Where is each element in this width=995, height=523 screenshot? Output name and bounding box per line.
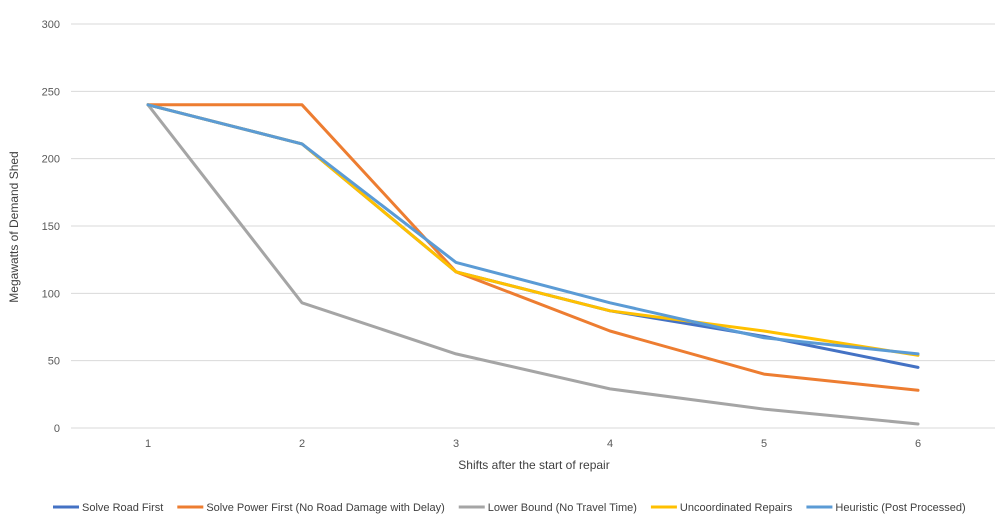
legend-label: Solve Power First (No Road Damage with D… bbox=[206, 502, 444, 514]
legend-item: Heuristic (Post Processed) bbox=[806, 502, 966, 514]
y-tick-label: 200 bbox=[42, 154, 60, 166]
legend-label: Heuristic (Post Processed) bbox=[835, 502, 965, 514]
legend-item: Solve Road First bbox=[53, 502, 163, 514]
x-tick-label: 4 bbox=[607, 438, 613, 450]
y-tick-label: 250 bbox=[42, 86, 60, 98]
x-tick-label: 1 bbox=[145, 438, 151, 450]
legend-item: Lower Bound (No Travel Time) bbox=[458, 502, 637, 514]
x-axis-title: Shifts after the start of repair bbox=[458, 458, 609, 472]
legend-label: Lower Bound (No Travel Time) bbox=[488, 502, 637, 514]
y-axis-ticks: 0 50 100 150 200 250 300 bbox=[42, 19, 60, 435]
x-tick-label: 2 bbox=[299, 438, 305, 450]
x-axis-ticks: 1 2 3 4 5 6 bbox=[145, 438, 921, 450]
y-axis-title: Megawatts of Demand Shed bbox=[7, 151, 21, 302]
x-tick-label: 3 bbox=[453, 438, 459, 450]
series-line-2 bbox=[146, 103, 920, 426]
series-line-0 bbox=[146, 103, 920, 369]
series-lines bbox=[146, 103, 920, 426]
legend-label: Solve Road First bbox=[82, 502, 163, 514]
legend-item: Solve Power First (No Road Damage with D… bbox=[177, 502, 445, 514]
y-tick-label: 50 bbox=[48, 356, 60, 368]
y-tick-label: 100 bbox=[42, 288, 60, 300]
series-line-3 bbox=[146, 103, 920, 357]
legend-label: Uncoordinated Repairs bbox=[680, 502, 793, 514]
y-tick-label: 150 bbox=[42, 221, 60, 233]
x-tick-label: 6 bbox=[915, 438, 921, 450]
legend-item: Uncoordinated Repairs bbox=[650, 502, 793, 514]
legend: Solve Road First Solve Power First (No Ro… bbox=[53, 502, 966, 514]
series-line-4 bbox=[146, 103, 920, 356]
y-tick-label: 0 bbox=[54, 423, 60, 435]
x-tick-label: 5 bbox=[761, 438, 767, 450]
gridlines bbox=[71, 23, 995, 429]
series-line-1 bbox=[146, 103, 920, 392]
y-tick-label: 300 bbox=[42, 19, 60, 31]
